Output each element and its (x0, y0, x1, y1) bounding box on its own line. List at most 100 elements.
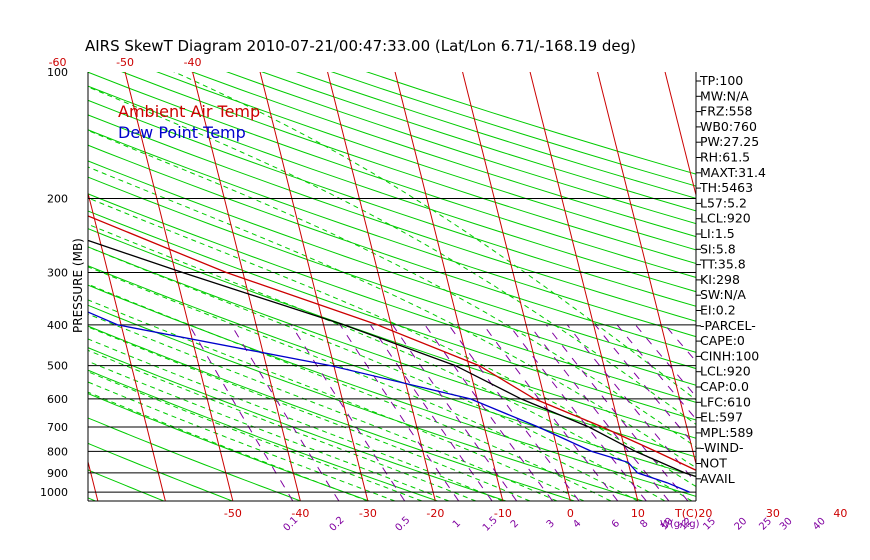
bottom-temp-tick-label: -10 (494, 507, 512, 520)
top-temp-axis: -120-110-100-90-80-70-60-50-40 (49, 56, 202, 69)
mixing-ratio-line (635, 324, 696, 398)
moist-adiabat-line (88, 266, 639, 501)
bottom-temp-tick-label: 40 (833, 507, 847, 520)
mixing-ratio-line (529, 324, 670, 501)
stats-item: -PARCEL- (700, 318, 756, 333)
stats-item: CAPE:0 (700, 333, 745, 348)
stats-item: AVAIL (700, 471, 735, 486)
isotherm-line (664, 72, 696, 198)
dry-adiabat-line (295, 72, 696, 199)
stats-item: RH:61.5 (700, 150, 750, 165)
plot-area (88, 63, 870, 503)
stats-item: SW:N/A (700, 287, 746, 302)
legend-ambient-air-temp: Ambient Air Temp (118, 102, 260, 121)
stats-item: EL:597 (700, 410, 743, 425)
stats-item: EI:0.2 (700, 303, 736, 318)
isobars (88, 197, 696, 493)
mixing-ratio-axis-label: W(g/kg) (660, 519, 700, 530)
stats-item: LCL:920 (700, 211, 751, 226)
stats-item: TP:100 (699, 73, 743, 88)
moist-adiabat-line (88, 360, 450, 501)
dry-adiabat-line (88, 144, 696, 353)
top-temp-tick-label: -50 (116, 56, 134, 69)
dry-adiabat-line (88, 325, 577, 501)
stats-item: CAP:0.0 (700, 379, 749, 394)
top-temp-tick-label: -40 (184, 56, 202, 69)
legend: Ambient Air Temp Dew Point Temp (118, 102, 260, 142)
isotherm-line (327, 72, 436, 501)
stats-item: WB0:760 (700, 119, 757, 134)
stats-item: CINH:100 (700, 348, 759, 363)
moist-adiabat-line (88, 223, 693, 501)
moist-adiabat-line (88, 313, 558, 501)
plot-frame (87, 72, 697, 502)
dry-adiabat-line (88, 129, 696, 338)
stats-item: PW:27.25 (700, 134, 759, 149)
stats-item: MAXT:31.4 (700, 165, 766, 180)
dry-adiabat-line (88, 99, 696, 307)
dry-adiabat-line (88, 72, 696, 278)
bottom-temp-tick-label: 20 (698, 507, 712, 520)
stats-item: LCL:920 (700, 364, 751, 379)
dry-adiabat-line (88, 469, 166, 501)
dry-adiabat-line (88, 284, 696, 497)
bottom-temp-tick-label: -50 (224, 507, 242, 520)
dry-adiabat-line (225, 72, 696, 225)
moist-adiabat-line (88, 197, 696, 488)
mixing-ratio-tick-label: 40 (811, 516, 828, 533)
mixing-ratio-line (424, 324, 553, 501)
dry-adiabat-line (88, 160, 696, 370)
isotherm-line (259, 72, 369, 501)
mixing-ratio-line (392, 324, 518, 501)
bottom-temp-tick-label: -40 (291, 507, 309, 520)
mixing-ratio-tick-label: 20 (733, 516, 750, 533)
pressure-tick-label: 1000 (40, 486, 68, 499)
pressure-axis: 100 200 300 400 500 600 700 800 900 1000 (40, 66, 68, 499)
isotherm-line (529, 72, 639, 501)
stats-item: SI:5.8 (700, 241, 736, 256)
isotherm-line (865, 63, 870, 503)
moist-adiabat-line (88, 246, 666, 501)
stats-item: MW:N/A (700, 88, 749, 103)
pressure-tick-label: 400 (47, 319, 68, 332)
bottom-temp-tick-label: 10 (631, 507, 645, 520)
dry-adiabat-line (260, 72, 696, 212)
mixing-ratio-tick-label: 2 (509, 518, 521, 530)
mixing-ratio-line (339, 324, 460, 501)
mixing-ratio-tick-label: 8 (638, 518, 650, 530)
stats-item: -WIND- (700, 440, 744, 455)
mixing-ratio-line (369, 324, 493, 501)
stats-item: FRZ:558 (700, 104, 753, 119)
moist-adiabats (88, 72, 696, 501)
bottom-temp-axis: -50 -40 -30 -20 -10 0 10 20 30 40 (224, 507, 847, 520)
mixing-ratio-tick-label: 6 (610, 518, 622, 530)
stats-item: KI:298 (700, 272, 740, 287)
stats-item: LI:1.5 (700, 226, 735, 241)
mixing-ratio-line (508, 324, 647, 501)
stats-item: MPL:589 (700, 425, 753, 440)
pressure-tick-label: 500 (47, 360, 68, 373)
pressure-tick-label: 700 (47, 421, 68, 434)
bottom-temp-tick-label: 0 (567, 507, 574, 520)
bottom-temp-tick-label: -20 (426, 507, 444, 520)
profiles (88, 215, 696, 493)
dry-adiabat-line (88, 347, 508, 501)
mixing-ratio-lines (188, 324, 696, 501)
dry-adiabat-line (156, 72, 696, 251)
mixing-ratio-line (188, 324, 294, 501)
dry-adiabat-line (88, 114, 696, 322)
moist-adiabat-line (88, 381, 396, 501)
isotherm-line (798, 63, 870, 503)
y-axis-label: PRESSURE (MB) (71, 238, 85, 333)
pressure-tick-label: 800 (47, 445, 68, 458)
moist-adiabat-line (88, 129, 696, 448)
bottom-temp-tick-label: 30 (766, 507, 780, 520)
stats-item: LFC:610 (700, 394, 751, 409)
isotherm-line (192, 72, 301, 501)
dry-adiabat-line (121, 72, 696, 265)
chart-title: AIRS SkewT Diagram 2010-07-21/00:47:33.0… (85, 37, 636, 55)
mixing-ratio-line (483, 324, 619, 501)
pressure-tick-label: 900 (47, 467, 68, 480)
dry-adiabat-line (88, 210, 696, 421)
